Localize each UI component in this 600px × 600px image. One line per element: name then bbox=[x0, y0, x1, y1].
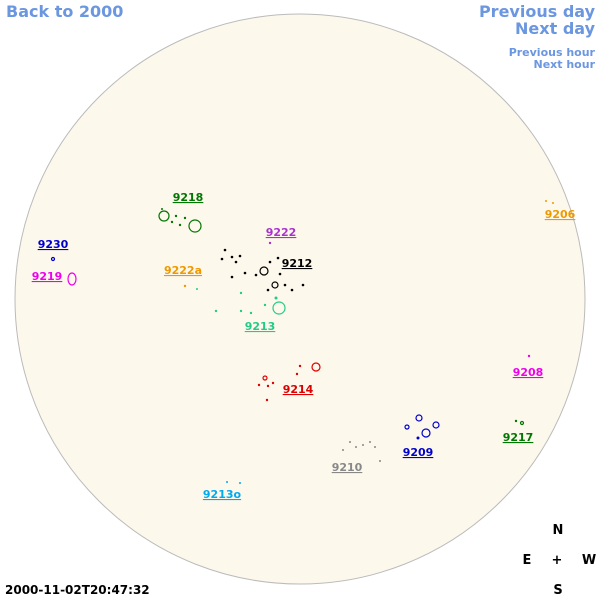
region-label[interactable]: 9230 bbox=[38, 238, 69, 251]
previous-hour-link[interactable]: Previous hour bbox=[509, 46, 596, 59]
compass-center: + bbox=[552, 553, 563, 568]
region-label[interactable]: 9217 bbox=[503, 431, 534, 444]
region-label[interactable]: 9219 bbox=[32, 270, 63, 283]
region-label[interactable]: 9213 bbox=[245, 320, 276, 333]
back-link[interactable]: Back to 2000 bbox=[6, 2, 123, 21]
region-markers bbox=[50, 200, 554, 484]
region-label[interactable]: 9210 bbox=[332, 461, 363, 474]
region-label[interactable]: 9209 bbox=[403, 446, 434, 459]
region-label[interactable]: 9218 bbox=[173, 191, 204, 204]
compass-south: S bbox=[553, 583, 562, 598]
region-label[interactable]: 9208 bbox=[513, 366, 544, 379]
region-label[interactable]: 9222a bbox=[164, 264, 202, 277]
region-label[interactable]: 9213o bbox=[203, 488, 242, 501]
compass-east: E bbox=[523, 553, 532, 568]
region-label[interactable]: 9222 bbox=[266, 226, 297, 239]
region-label[interactable]: 9214 bbox=[283, 383, 314, 396]
marker bbox=[268, 241, 272, 245]
region-label[interactable]: 9206 bbox=[545, 208, 576, 221]
next-hour-link[interactable]: Next hour bbox=[534, 58, 596, 71]
next-day-link[interactable]: Next day bbox=[515, 19, 596, 38]
previous-day-link[interactable]: Previous day bbox=[479, 2, 596, 21]
timestamp: 2000-11-02T20:47:32 bbox=[5, 583, 150, 597]
compass-north: N bbox=[553, 523, 564, 538]
compass-west: W bbox=[582, 553, 596, 568]
region-label[interactable]: 9212 bbox=[282, 257, 313, 270]
solar-disk bbox=[14, 13, 586, 585]
